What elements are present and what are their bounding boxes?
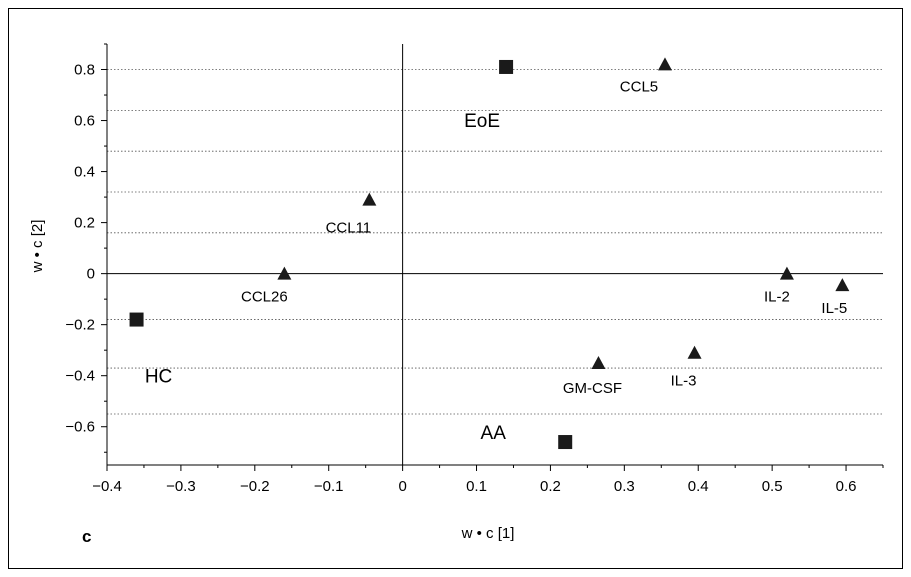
y-tick-label: −0.6 — [65, 419, 95, 436]
square-marker — [499, 59, 514, 74]
y-tick-label: 0.8 — [74, 62, 95, 79]
point-label: EoE — [464, 111, 500, 132]
point-label: HC — [145, 367, 172, 388]
triangle-marker — [835, 278, 850, 292]
triangle-marker — [591, 355, 606, 369]
x-axis-label: w • c [1] — [461, 525, 515, 542]
x-tick-label: 0.2 — [540, 478, 561, 495]
x-tick-label: −0.2 — [240, 478, 270, 495]
point-label: IL-5 — [821, 300, 847, 317]
triangle-marker — [779, 266, 794, 280]
point-label: GM-CSF — [563, 380, 622, 397]
triangle-marker — [687, 345, 702, 359]
x-tick-label: 0.6 — [836, 478, 857, 495]
point-label: CCL5 — [620, 78, 658, 95]
y-tick-label: 0 — [87, 266, 95, 283]
y-tick-label: 0.2 — [74, 215, 95, 232]
y-axis-label: w • c [2] — [29, 220, 46, 274]
point-label: AA — [481, 423, 507, 444]
triangle-marker — [277, 266, 292, 280]
point-labels: EoE HC AA CCL5 CCL11 CCL26 IL-2 IL-5 GM-CSF IL-3 — [145, 78, 847, 444]
point-label: CCL26 — [241, 289, 288, 306]
triangle-marker — [657, 57, 672, 71]
y-tick-label: −0.2 — [65, 317, 95, 334]
tick-labels: −0.6 −0.4 −0.2 0 0.2 0.4 0.6 0.8 −0.4 −0.3 −0.2 −0.… — [65, 62, 856, 495]
triangle-marker — [362, 192, 377, 206]
square-marker — [129, 312, 144, 327]
point-label: IL-2 — [764, 289, 790, 306]
x-tick-label: 0.1 — [466, 478, 487, 495]
panel-label: c — [82, 527, 91, 546]
point-label: CCL11 — [326, 220, 372, 237]
x-tick-label: 0.3 — [614, 478, 635, 495]
y-tick-label: −0.4 — [65, 368, 95, 385]
data-points — [129, 57, 850, 450]
x-tick-label: −0.1 — [314, 478, 344, 495]
x-tick-label: −0.4 — [92, 478, 122, 495]
point-label: IL-3 — [671, 373, 697, 390]
x-tick-label: 0.4 — [688, 478, 709, 495]
y-tick-label: 0.6 — [74, 113, 95, 130]
square-marker — [558, 435, 573, 450]
x-tick-label: −0.3 — [166, 478, 196, 495]
y-tick-label: 0.4 — [74, 164, 95, 181]
axes — [106, 44, 883, 466]
x-tick-label: 0 — [398, 478, 406, 495]
x-tick-label: 0.5 — [762, 478, 783, 495]
figure-frame — [8, 8, 903, 569]
tick-marks — [101, 43, 884, 471]
